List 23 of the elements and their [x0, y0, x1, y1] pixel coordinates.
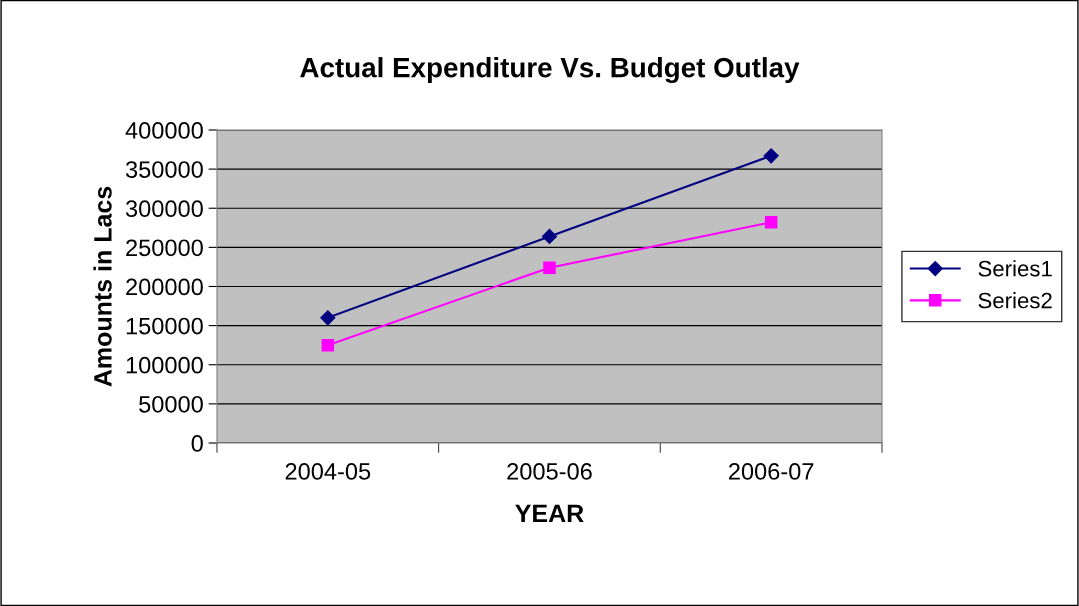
point — [541, 228, 558, 244]
y-tick-label: 400000 — [125, 122, 203, 139]
y-tick-label: 150000 — [126, 317, 203, 335]
x-tick-label: 2005-06 — [507, 463, 592, 480]
y-tick-label: 100000 — [126, 356, 203, 374]
legend-label: Series2 — [978, 292, 1052, 309]
y-tick-label: 350000 — [125, 161, 203, 178]
x-axis-title: YEAR — [515, 504, 584, 522]
y-tick-label: 300000 — [125, 200, 203, 218]
chart-title: Actual Expenditure Vs. Budget Outlay — [300, 57, 800, 84]
point — [320, 310, 336, 326]
y-axis-title: Amounts in Lacs — [93, 186, 112, 387]
y-tick-label: 200000 — [126, 278, 203, 296]
legend-label: Series1 — [978, 260, 1052, 277]
y-tick-label: 250000 — [126, 239, 203, 257]
point — [763, 148, 779, 164]
point — [543, 261, 556, 274]
point — [321, 338, 335, 352]
y-tick-label: 50000 — [139, 395, 203, 413]
y-tick-label: 0 — [191, 435, 203, 452]
point — [764, 216, 778, 229]
x-tick-label: 2004-05 — [285, 463, 371, 480]
x-tick-label: 2006-07 — [729, 463, 814, 480]
